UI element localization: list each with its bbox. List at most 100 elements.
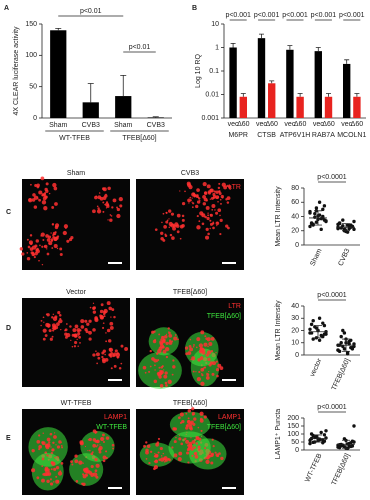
puncta: [58, 314, 62, 317]
y-tick-label: 50: [29, 84, 37, 91]
puncta: [59, 247, 63, 251]
puncta: [102, 322, 105, 325]
error-bar: [152, 116, 159, 118]
puncta: [92, 443, 97, 448]
puncta: [95, 350, 97, 352]
puncta: [56, 247, 59, 250]
puncta: [164, 233, 167, 236]
puncta: [49, 337, 53, 341]
puncta: [211, 208, 214, 211]
puncta: [78, 460, 83, 465]
puncta: [94, 469, 98, 473]
puncta: [168, 331, 171, 335]
puncta: [42, 432, 44, 434]
puncta: [112, 352, 117, 357]
puncta: [92, 310, 97, 314]
data-point: [321, 207, 325, 212]
bar: [268, 83, 276, 118]
puncta: [55, 475, 58, 478]
puncta: [179, 412, 184, 417]
y-tick-label: 0.01: [205, 91, 219, 98]
puncta: [212, 222, 215, 225]
puncta: [225, 224, 229, 228]
puncta: [210, 336, 215, 341]
data-point: [313, 211, 317, 216]
puncta: [214, 451, 217, 454]
significance-label: p<0.001: [339, 12, 365, 19]
puncta: [209, 222, 213, 226]
bar: [296, 96, 304, 118]
puncta: [165, 355, 169, 359]
puncta: [162, 349, 167, 354]
puncta: [56, 322, 60, 326]
puncta: [209, 361, 214, 365]
puncta: [192, 192, 196, 195]
bar: [286, 49, 294, 118]
puncta: [52, 235, 56, 239]
significance-label: p<0.01: [129, 44, 151, 51]
puncta: [109, 325, 114, 330]
x-tick-label: vec: [228, 121, 239, 128]
puncta: [36, 196, 39, 199]
puncta: [192, 370, 195, 373]
puncta: [185, 424, 189, 428]
y-axis-label: LAMP1⁺ Puncta: [275, 409, 282, 459]
puncta: [169, 224, 172, 227]
puncta: [163, 374, 168, 379]
micrograph-title: TFEB[Δ60]: [173, 289, 207, 296]
puncta: [54, 315, 58, 319]
puncta: [100, 303, 104, 307]
puncta: [143, 444, 146, 448]
puncta: [200, 381, 205, 386]
puncta: [98, 192, 101, 194]
puncta: [88, 330, 92, 335]
puncta: [74, 454, 78, 458]
puncta: [96, 205, 99, 208]
puncta: [105, 202, 109, 207]
puncta: [98, 450, 102, 454]
puncta: [149, 365, 152, 368]
puncta: [181, 218, 185, 222]
puncta: [107, 186, 111, 191]
data-point: [341, 218, 345, 222]
error-bar: [55, 27, 62, 31]
puncta: [199, 356, 204, 361]
puncta: [191, 411, 196, 416]
puncta: [40, 232, 45, 237]
puncta: [32, 253, 35, 256]
x-tick-label: TFEB[Δ60]: [331, 358, 352, 392]
puncta: [49, 432, 53, 436]
puncta: [193, 417, 197, 421]
puncta: [158, 333, 161, 336]
puncta: [36, 439, 41, 444]
puncta: [159, 341, 164, 346]
x-tick-label: TFEB[Δ60]: [331, 453, 352, 487]
puncta: [207, 212, 209, 214]
puncta: [40, 324, 42, 327]
micrograph-title: CVB3: [181, 170, 199, 177]
y-axis-label: Mean LTR Intensity: [275, 186, 282, 247]
puncta: [102, 459, 106, 463]
puncta: [219, 214, 221, 217]
puncta: [189, 338, 192, 341]
puncta: [52, 329, 55, 332]
puncta: [59, 252, 63, 256]
puncta: [43, 245, 46, 248]
puncta: [206, 216, 210, 221]
data-point: [317, 437, 322, 441]
puncta: [160, 338, 163, 341]
puncta: [35, 248, 39, 252]
micrograph-title: Vector: [66, 289, 87, 296]
puncta: [181, 201, 186, 206]
puncta: [105, 332, 107, 334]
puncta: [101, 351, 105, 355]
puncta: [192, 345, 195, 348]
category-label: M6PR: [228, 132, 247, 139]
puncta: [74, 340, 78, 345]
y-tick-label: 0: [295, 447, 299, 454]
puncta: [220, 456, 224, 461]
puncta: [171, 236, 175, 240]
x-tick-label: Δ60: [294, 121, 307, 128]
significance-label: p<0.0001: [317, 174, 346, 181]
bar: [314, 51, 322, 118]
